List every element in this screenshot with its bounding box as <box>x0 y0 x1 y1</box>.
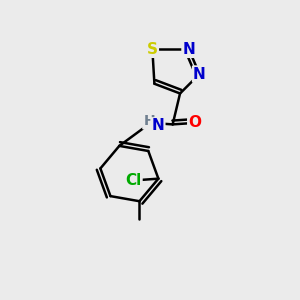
Text: Cl: Cl <box>125 172 142 188</box>
Text: O: O <box>188 116 201 130</box>
Text: N: N <box>152 118 164 134</box>
Text: N: N <box>193 67 206 82</box>
Text: S: S <box>147 42 158 57</box>
Text: H: H <box>143 114 155 128</box>
Text: N: N <box>182 42 195 57</box>
